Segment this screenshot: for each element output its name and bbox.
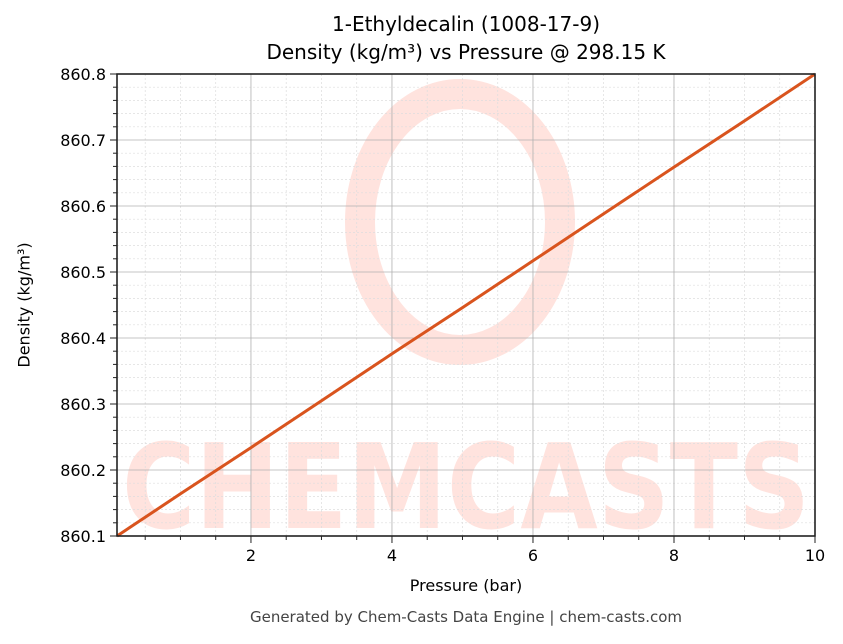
watermark-logo — [345, 79, 575, 365]
y-tick-label: 860.3 — [60, 395, 106, 414]
x-tick-label: 4 — [387, 546, 397, 565]
y-tick-label: 860.6 — [60, 197, 106, 216]
y-tick-label: 860.2 — [60, 461, 106, 480]
x-tick-label: 6 — [528, 546, 538, 565]
chart-title-line2: Density (kg/m³) vs Pressure @ 298.15 K — [266, 40, 666, 64]
x-tick-label: 2 — [246, 546, 256, 565]
y-tick-label: 860.5 — [60, 263, 106, 282]
density-line — [116, 72, 816, 538]
y-tick-label: 860.7 — [60, 131, 106, 150]
chart-title-line1: 1-Ethyldecalin (1008-17-9) — [332, 12, 600, 36]
y-tick-label: 860.1 — [60, 527, 106, 546]
y-tick-label: 860.8 — [60, 65, 106, 84]
watermark-text: CHEMCASTS — [122, 418, 810, 556]
footer-credit: Generated by Chem-Casts Data Engine | ch… — [249, 608, 683, 626]
x-tick-label: 10 — [805, 546, 825, 565]
plot-frame — [116, 73, 816, 537]
x-tick-label: 8 — [669, 546, 679, 565]
x-axis-label: Pressure (bar) — [409, 576, 523, 595]
y-axis-label: Density (kg/m³) — [14, 242, 34, 368]
y-tick-label: 860.4 — [60, 329, 106, 348]
